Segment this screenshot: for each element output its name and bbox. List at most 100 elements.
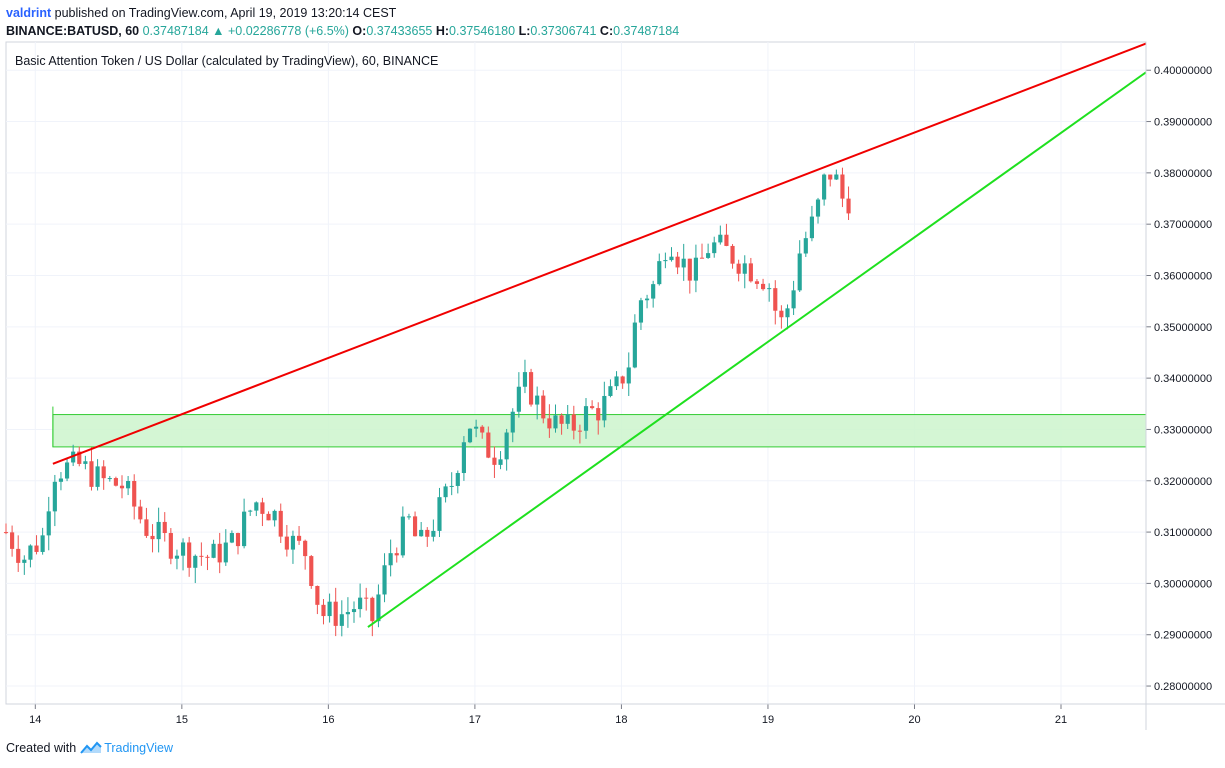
candle-body [791, 290, 796, 309]
candle-body [260, 502, 265, 514]
candle-body [199, 555, 204, 557]
plot-area[interactable] [5, 41, 1147, 705]
candle-body [681, 258, 686, 268]
candle-body [205, 556, 210, 558]
candle-body [480, 426, 485, 433]
candle-body [235, 533, 241, 547]
candle-body [58, 478, 64, 482]
candle-body [657, 261, 662, 285]
publish-info: published on TradingView.com, April 19, … [54, 6, 397, 20]
chart-header: valdrint published on TradingView.com, A… [6, 4, 679, 40]
candle-body [706, 253, 711, 258]
candle-body [187, 542, 192, 568]
candle-body [602, 395, 607, 421]
candle-body [504, 432, 509, 460]
candle-body [211, 543, 216, 558]
candle-body [718, 234, 723, 243]
x-tick-label: 18 [615, 714, 627, 726]
candle-body [638, 300, 644, 323]
candle-body [626, 367, 631, 384]
up-arrow-icon: ▲ [212, 24, 225, 38]
low-label: L: [518, 24, 531, 38]
open-value: 0.37433655 [366, 24, 433, 38]
candle-body [126, 481, 131, 489]
candle-body [822, 174, 827, 200]
y-tick-label: 0.31000000 [1154, 527, 1212, 539]
y-tick-label: 0.32000000 [1154, 476, 1212, 488]
x-tick-label: 16 [322, 714, 334, 726]
high-value: 0.37546180 [449, 24, 516, 38]
candle-body [644, 298, 650, 301]
candle-body [590, 406, 595, 409]
candle-body [632, 322, 637, 368]
candle-body [296, 535, 302, 541]
candle-body [687, 258, 692, 281]
candle-body [162, 521, 167, 534]
candle-body [693, 257, 698, 281]
y-tick-label: 0.34000000 [1154, 373, 1212, 385]
candle-body [522, 372, 528, 387]
candle-body [535, 395, 540, 405]
candle-body [132, 481, 137, 507]
time-axis[interactable]: 14 15 16 17 18 19 20 21 [29, 704, 1067, 726]
candle-body [406, 516, 412, 518]
candle-body [89, 461, 94, 487]
candle-body [217, 543, 222, 563]
candle-body [321, 604, 326, 617]
candle-body [620, 376, 625, 384]
y-tick-label: 0.29000000 [1154, 630, 1212, 642]
candle-body [95, 466, 100, 487]
candle-body [742, 263, 747, 274]
candle-body [675, 256, 680, 268]
price-axis[interactable]: 0.28000000 0.29000000 0.30000000 0.31000000… [1146, 65, 1212, 693]
candle-body [528, 372, 534, 405]
author-link[interactable]: valdrint [6, 6, 52, 20]
candle-body [64, 462, 70, 479]
candle-body [101, 466, 106, 479]
publish-line: valdrint published on TradingView.com, A… [6, 4, 679, 22]
low-value: 0.37306741 [530, 24, 597, 38]
x-tick-label: 21 [1055, 714, 1067, 726]
candle-body [168, 533, 173, 559]
candle-body [431, 530, 436, 537]
candle-body [834, 174, 839, 180]
y-tick-label: 0.37000000 [1154, 219, 1212, 231]
open-label: O: [352, 24, 367, 38]
candle-body [474, 426, 479, 429]
candle-body [773, 288, 778, 311]
y-tick-label: 0.36000000 [1154, 270, 1212, 282]
candle-body [364, 597, 369, 599]
tradingview-link[interactable]: TradingView [104, 741, 173, 755]
close-label: C: [599, 24, 614, 38]
x-tick-label: 19 [762, 714, 774, 726]
candle-body [425, 529, 430, 537]
grid [6, 42, 1146, 704]
candle-body [510, 411, 515, 433]
candle-body [419, 529, 424, 537]
candle-body [303, 540, 308, 557]
candle-body [730, 245, 735, 264]
x-tick-label: 14 [29, 714, 41, 726]
candle-body [180, 542, 186, 556]
y-tick-label: 0.35000000 [1154, 322, 1212, 334]
candle-body [394, 553, 399, 556]
candle-body [840, 174, 845, 199]
candle-body [748, 263, 753, 282]
x-tick-label: 17 [469, 714, 481, 726]
candle-body [797, 253, 802, 291]
candle-body [327, 601, 332, 617]
candle-body [596, 408, 601, 421]
y-tick-label: 0.38000000 [1154, 168, 1212, 180]
candle-body [754, 281, 760, 284]
y-tick-label: 0.40000000 [1154, 65, 1212, 77]
candle-body [467, 428, 473, 443]
candle-body [712, 242, 717, 254]
candle-body [3, 532, 9, 534]
candle-body [461, 442, 466, 474]
candle-body [77, 451, 82, 464]
created-with-label: Created with [6, 741, 77, 755]
y-tick-label: 0.33000000 [1154, 424, 1212, 436]
candle-body [669, 256, 674, 261]
candle-body [266, 513, 271, 521]
